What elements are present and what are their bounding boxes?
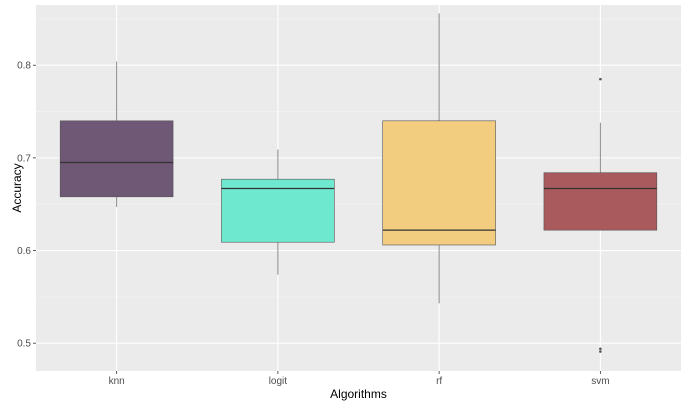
x-tick-label: knn bbox=[109, 376, 125, 387]
y-axis-ticks: 0.5 0.6 0.7 0.8 bbox=[17, 61, 36, 350]
y-tick-label: 0.8 bbox=[17, 61, 31, 72]
outlier-point bbox=[599, 77, 602, 81]
boxes bbox=[59, 13, 658, 353]
x-tick-label: logit bbox=[269, 376, 288, 387]
y-tick-label: 0.6 bbox=[17, 246, 31, 257]
outlier-point bbox=[599, 350, 602, 353]
x-axis-ticks: knn logit rf svm bbox=[109, 371, 610, 387]
y-axis-title: Accuracy bbox=[10, 163, 24, 212]
x-tick-label: svm bbox=[591, 376, 609, 387]
y-tick-label: 0.5 bbox=[17, 339, 31, 350]
box-knn bbox=[59, 61, 174, 207]
box-body bbox=[543, 172, 658, 231]
x-axis-title: Algorithms bbox=[330, 387, 387, 401]
box-logit bbox=[221, 149, 335, 275]
box-svm bbox=[543, 77, 658, 353]
box-body bbox=[59, 120, 174, 198]
y-tick-label: 0.7 bbox=[17, 153, 31, 164]
box-rf bbox=[382, 13, 496, 304]
x-tick-label: rf bbox=[436, 376, 442, 387]
outlier-point bbox=[599, 347, 602, 351]
box-body bbox=[221, 178, 335, 243]
box-body bbox=[382, 120, 496, 246]
